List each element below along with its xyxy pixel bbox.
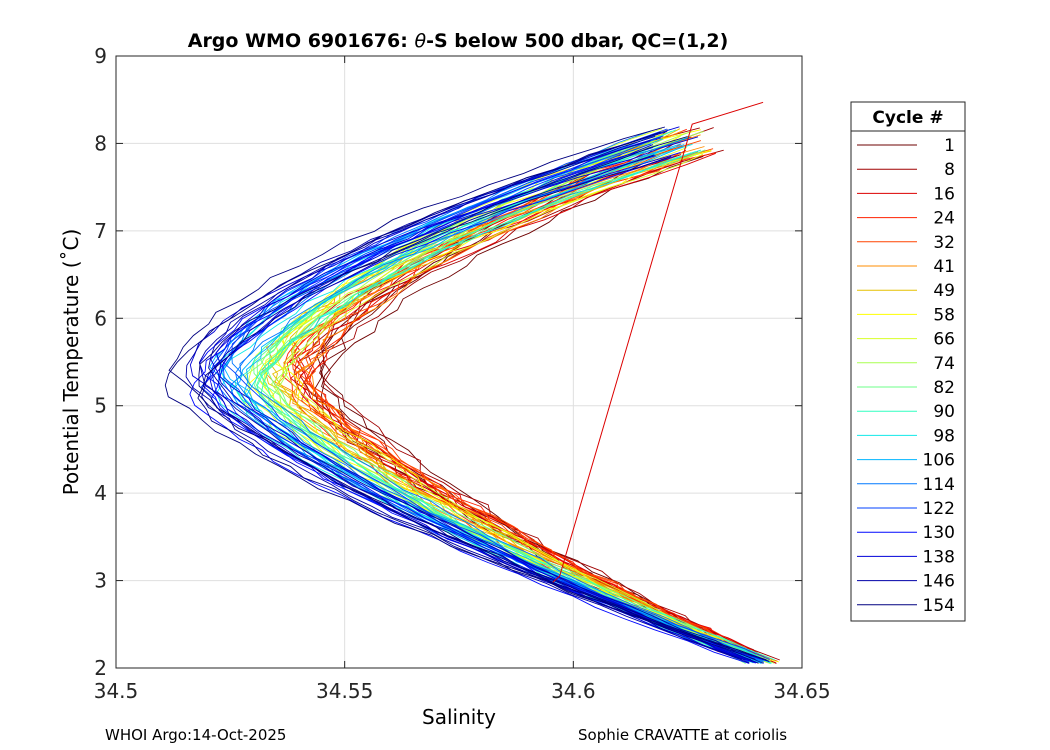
legend-label-1: 1: [944, 136, 955, 156]
legend-label-32: 32: [933, 233, 955, 253]
legend-label-114: 114: [923, 475, 955, 495]
profile-line-cycle-138: [210, 126, 757, 663]
profile-line-cycle-90: [260, 151, 775, 661]
legend-label-41: 41: [933, 257, 955, 277]
profile-line-cycle-138: [215, 136, 752, 661]
legend-label-74: 74: [933, 354, 955, 374]
x-axis-label: Salinity: [422, 705, 496, 729]
profile-line-cycle-146: [185, 135, 759, 664]
y-tick-label: 3: [94, 569, 107, 593]
legend-box: [850, 101, 966, 622]
legend-label-82: 82: [933, 378, 955, 398]
profile-lines: [164, 101, 780, 665]
legend-label-90: 90: [933, 402, 955, 422]
profile-line-cycle-114: [235, 130, 764, 662]
outlier-segment: [552, 101, 764, 583]
legend-label-130: 130: [923, 523, 955, 543]
y-tick-label: 5: [94, 394, 107, 418]
legend-label-106: 106: [923, 451, 955, 471]
title-suffix: -S below 500 dbar, QC=(1,2): [426, 30, 728, 52]
profile-line-cycle-8: [322, 149, 780, 661]
y-tick-label: 2: [94, 656, 107, 680]
footer-author-credit: Sophie CRAVATTE at coriolis: [578, 726, 788, 744]
y-tick-label: 7: [94, 219, 107, 243]
legend-label-8: 8: [944, 160, 955, 180]
footer-date-credit: WHOI Argo:14-Oct-2025: [105, 726, 287, 744]
chart-title: Argo WMO 6901676: θ-S below 500 dbar, QC…: [188, 30, 729, 52]
profile-line-cycle-32: [303, 148, 764, 661]
legend-title: Cycle #: [872, 108, 943, 128]
y-tick-label: 9: [94, 44, 107, 68]
profile-line-cycle-154: [198, 155, 756, 660]
plot-frame: [115, 55, 803, 669]
profile-line-cycle-146: [208, 140, 764, 664]
profile-line-cycle-114: [231, 132, 765, 663]
x-tick-label: 34.5: [94, 679, 139, 703]
profile-line-cycle-154: [164, 131, 770, 662]
legend-label-16: 16: [933, 184, 955, 204]
legend-label-154: 154: [923, 596, 955, 616]
legend-label-58: 58: [933, 305, 955, 325]
title-theta: θ: [414, 30, 426, 52]
title-prefix: Argo WMO 6901676:: [188, 30, 415, 52]
y-tick-label: 6: [94, 306, 107, 330]
legend-label-138: 138: [923, 547, 955, 567]
y-tick-label: 4: [94, 481, 107, 505]
profile-line-cycle-1: [319, 151, 757, 661]
y-axis-label: Potential Temperature (˚C): [59, 229, 83, 496]
x-tick-label: 34.65: [773, 679, 830, 703]
legend-label-122: 122: [923, 499, 955, 519]
legend-label-24: 24: [933, 209, 955, 229]
profile-line-cycle-8: [303, 127, 768, 662]
legend-label-66: 66: [933, 330, 955, 350]
legend-label-49: 49: [933, 281, 955, 301]
x-tick-label: 34.6: [551, 679, 596, 703]
profile-line-cycle-154: [197, 136, 767, 661]
axis-ticks: 34.5 34.55 34.6 34.65 2 3 4 5 6 7 8 9: [94, 44, 831, 703]
y-tick-label: 8: [94, 131, 107, 155]
profile-line-cycle-32: [291, 143, 768, 663]
profile-line-cycle-146: [201, 154, 746, 661]
profile-line-cycle-49: [268, 150, 771, 664]
legend-label-146: 146: [923, 572, 955, 592]
x-tick-label: 34.55: [316, 679, 373, 703]
profile-line-cycle-98: [220, 128, 768, 662]
legend-label-98: 98: [933, 426, 955, 446]
legend: Cycle #1 8 16 24 32 41 49 58 66 74 82 90 98 106 114 122…: [850, 101, 966, 622]
